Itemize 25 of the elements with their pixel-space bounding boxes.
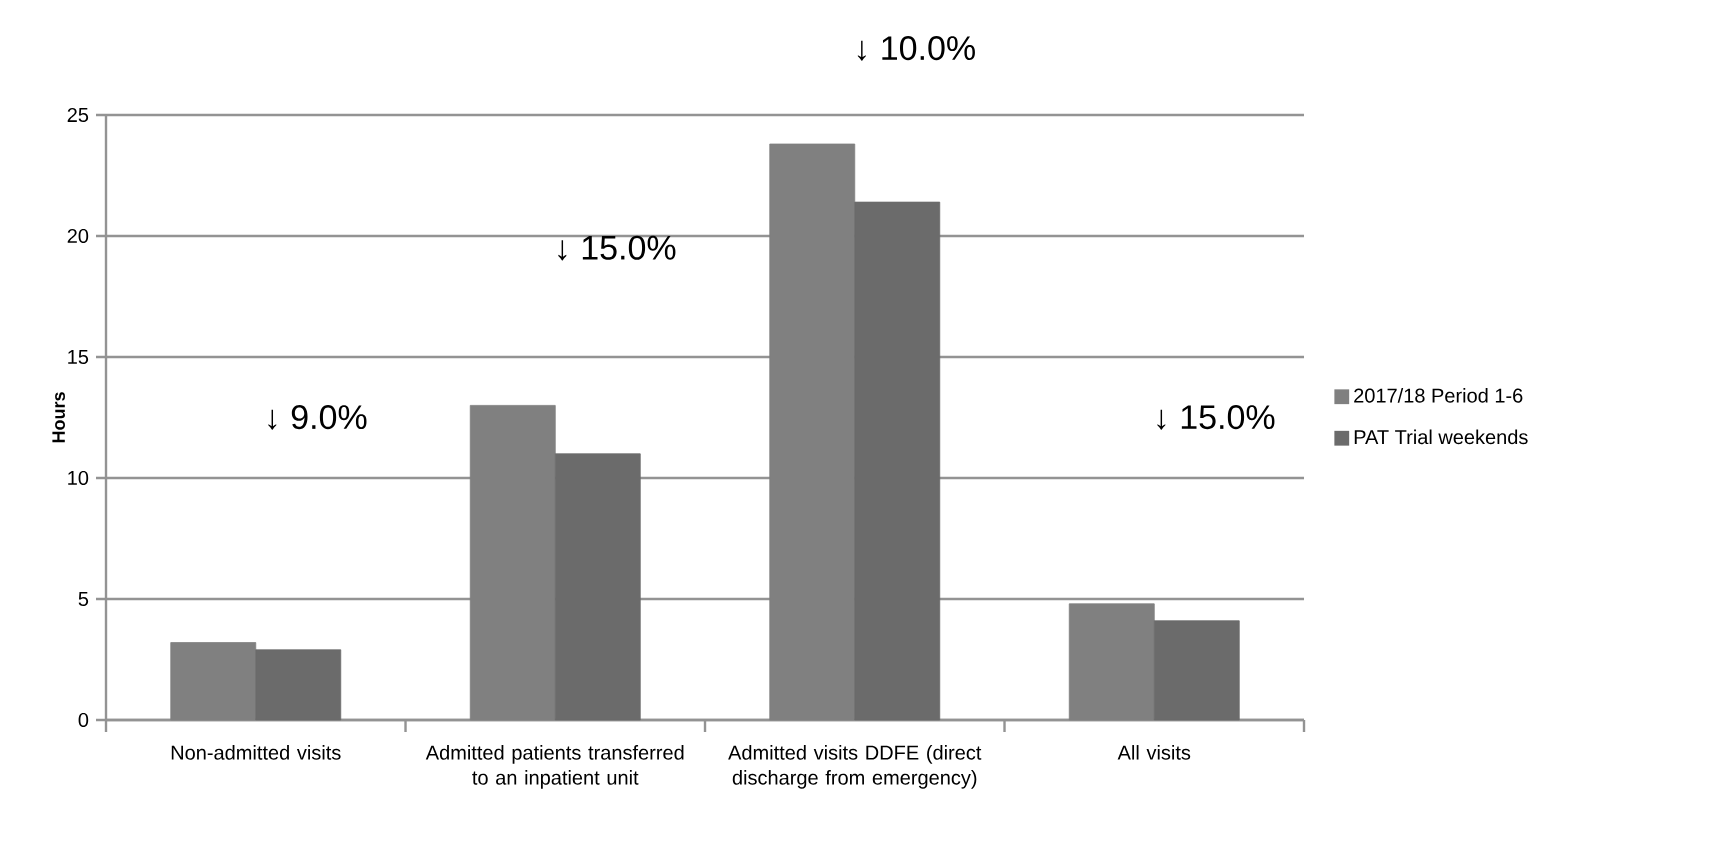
y-tick-label: 10 xyxy=(68,470,89,486)
x-tick-label: Admitted visits DDFE (direct discharge from emergency) xyxy=(728,745,982,789)
y-axis-title: Hours xyxy=(52,392,65,443)
y-tick-label: 5 xyxy=(78,592,89,606)
x-tick-label: Non-admitted visits xyxy=(171,745,341,760)
bar xyxy=(469,404,556,721)
y-tick-label: 15 xyxy=(68,350,89,364)
bar xyxy=(1153,620,1240,721)
bar xyxy=(854,201,941,721)
y-tick-label: 25 xyxy=(67,107,89,123)
bar xyxy=(1068,603,1155,721)
x-tick-label: Admitted patients transferred to an inpatient unit xyxy=(425,745,684,789)
bar xyxy=(769,143,856,721)
annotation: ↓ 15.0% xyxy=(558,235,676,261)
legend-label: PAT Trial weekends xyxy=(1354,429,1528,445)
legend-label: 2017/18 Period 1-6 xyxy=(1354,388,1523,403)
bar xyxy=(170,642,257,721)
y-tick-label: 0 xyxy=(78,712,89,728)
y-tick-label: 20 xyxy=(67,228,89,244)
annotation: ↓ 15.0% xyxy=(1157,405,1275,430)
bar xyxy=(554,453,641,721)
x-tick-label: All visits xyxy=(1117,745,1191,760)
annotation: ↓ 9.0% xyxy=(268,405,367,430)
bar xyxy=(255,649,342,721)
text: ↓ 10.0% xyxy=(857,36,975,61)
